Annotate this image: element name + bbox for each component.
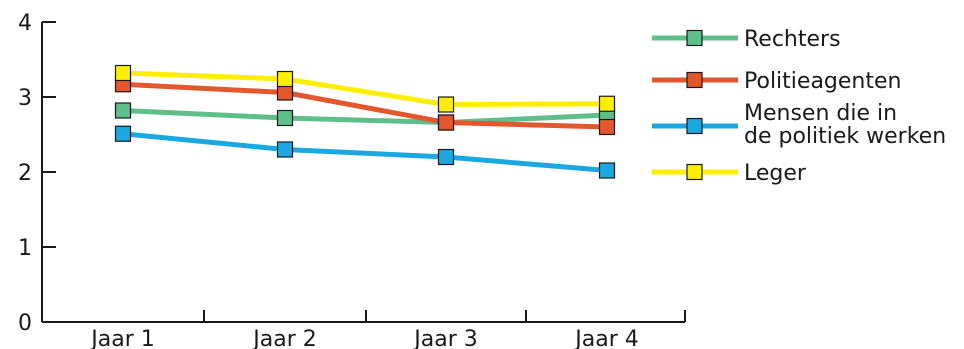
series-lines [123,73,607,171]
data-point [278,142,293,157]
y-tick-label: 4 [18,11,32,36]
data-point [116,103,131,118]
data-point [116,126,131,141]
data-point [439,115,454,130]
legend-label: Politieagenten [744,69,901,94]
series-line [123,111,607,123]
x-ticks: Jaar 1 Jaar 2 Jaar 3 Jaar 4 [89,310,685,349]
legend-swatch-marker [687,31,702,46]
series-line [123,134,607,171]
y-tick-label: 1 [18,236,32,261]
x-tick-label: Jaar 1 [89,327,155,349]
data-point [116,66,131,81]
legend: Rechters Politieagenten Mensen die in de po… [652,27,946,186]
y-tick-label: 2 [18,161,32,186]
data-point [600,120,615,135]
data-point [278,85,293,100]
legend-label: Leger [744,161,807,186]
x-tick-label: Jaar 3 [412,327,478,349]
x-tick-label: Jaar 2 [251,327,317,349]
legend-swatch-marker [687,165,702,180]
legend-swatch-marker [687,73,702,88]
y-tick-label: 3 [18,86,32,111]
data-point [600,163,615,178]
data-point [600,96,615,111]
x-tick-label: Jaar 4 [573,327,639,349]
axes [42,22,685,322]
y-tick-label: 0 [18,311,32,336]
y-ticks: 0 1 2 3 4 [18,11,56,336]
data-point [439,97,454,112]
data-point [278,72,293,87]
legend-label: Mensen die in de politiek werken [744,101,946,149]
legend-label: Rechters [744,27,841,52]
legend-swatch-marker [687,119,702,134]
data-point [439,150,454,165]
data-point [278,111,293,126]
